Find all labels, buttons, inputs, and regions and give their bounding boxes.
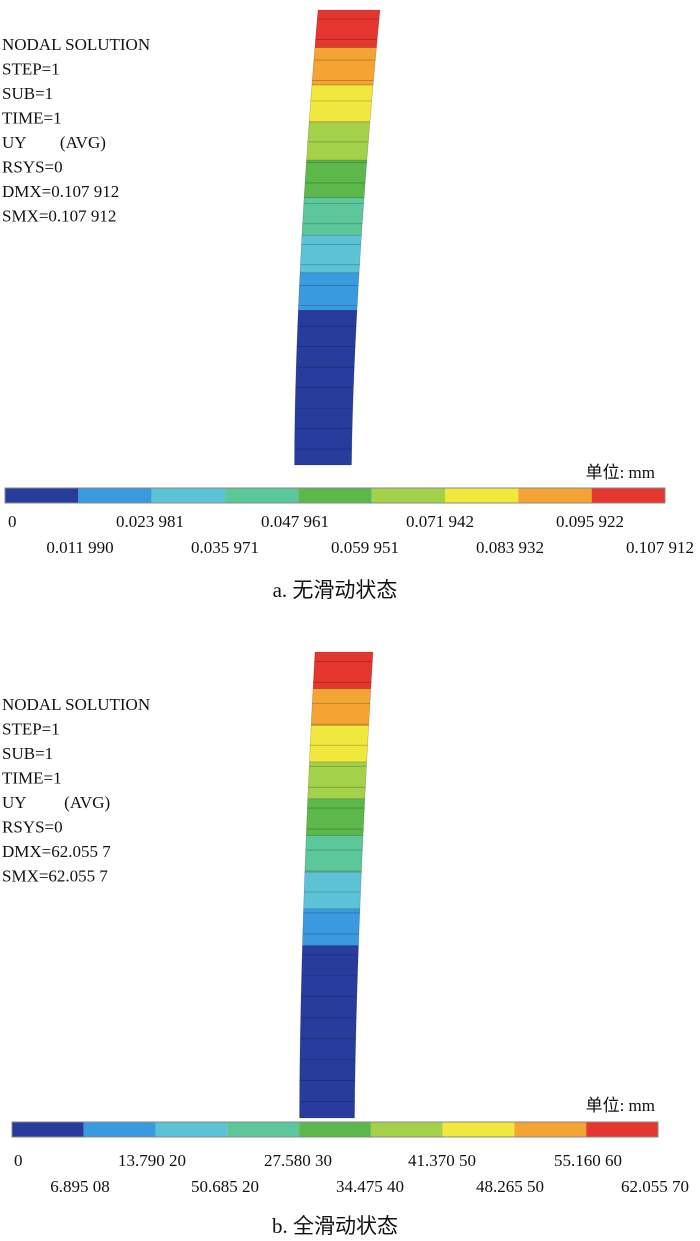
- column-band: [297, 272, 360, 311]
- column-band: [303, 159, 368, 198]
- legend-swatch: [225, 488, 299, 503]
- legend-label: 0.095 922: [556, 512, 624, 531]
- column-band: [314, 9, 381, 48]
- column-band: [303, 871, 362, 910]
- legend-swatch: [514, 1122, 587, 1137]
- column-band: [309, 725, 370, 763]
- column-band: [312, 651, 374, 689]
- legend-label: 0.083 932: [476, 538, 544, 557]
- legend-label: 0.023 981: [116, 512, 184, 531]
- legend-swatch: [442, 1122, 515, 1137]
- legend-swatch: [445, 488, 519, 503]
- legend-label: 50.685 20: [191, 1177, 259, 1196]
- legend-swatch: [586, 1122, 658, 1137]
- legend-label: 13.790 20: [118, 1151, 186, 1170]
- column-band: [310, 688, 372, 726]
- column-band: [294, 309, 358, 466]
- legend-swatch: [227, 1122, 300, 1137]
- column-band: [299, 945, 359, 1119]
- legend-swatch: [78, 488, 152, 503]
- column-band: [306, 122, 371, 161]
- legend-label: 0.035 971: [191, 538, 259, 557]
- column-band: [299, 234, 362, 274]
- info-line: SMX=0.107 912: [2, 206, 116, 225]
- legend-label: 0.071 942: [406, 512, 474, 531]
- legend-label: 6.895 08: [50, 1177, 110, 1196]
- legend-label: 27.580 30: [264, 1151, 332, 1170]
- column-band: [307, 761, 368, 800]
- legend-swatch: [371, 488, 445, 503]
- legend-swatch: [151, 488, 225, 503]
- legend-swatch: [298, 488, 372, 503]
- legend-swatch: [299, 1122, 371, 1137]
- info-line: SMX=62.055 7: [2, 866, 108, 885]
- column-band: [302, 908, 361, 946]
- column-band: [305, 798, 366, 836]
- legend-label: 0.047 961: [261, 512, 329, 531]
- info-line: UY (AVG): [2, 793, 110, 812]
- legend-swatch: [155, 1122, 228, 1137]
- caption: b. 全滑动状态: [272, 1214, 398, 1238]
- legend-swatch: [518, 488, 592, 503]
- column-band: [304, 835, 364, 873]
- legend-label: 62.055 70: [621, 1177, 689, 1196]
- legend-label: 34.475 40: [336, 1177, 404, 1196]
- info-line: TIME=1: [2, 768, 62, 787]
- legend-swatch: [12, 1122, 84, 1137]
- column-band: [311, 47, 377, 86]
- info-line: STEP=1: [2, 59, 60, 78]
- info-line: RSYS=0: [2, 817, 63, 836]
- unit-label: 单位: mm: [586, 1096, 655, 1115]
- legend-label: 0: [14, 1151, 23, 1170]
- legend-label: 41.370 50: [408, 1151, 476, 1170]
- info-line: NODAL SOLUTION: [2, 695, 150, 714]
- legend-frame: [4, 487, 666, 504]
- info-line: TIME=1: [2, 108, 62, 127]
- info-line: SUB=1: [2, 84, 53, 103]
- column-band: [308, 84, 374, 123]
- info-line: NODAL SOLUTION: [2, 35, 150, 54]
- legend-swatch: [5, 488, 79, 503]
- info-line: DMX=62.055 7: [2, 842, 111, 861]
- info-line: SUB=1: [2, 744, 53, 763]
- legend-label: 48.265 50: [476, 1177, 544, 1196]
- info-line: DMX=0.107 912: [2, 182, 119, 201]
- unit-label: 单位: mm: [586, 463, 655, 482]
- legend-label: 0.059 951: [331, 538, 399, 557]
- legend-label: 0.011 990: [46, 538, 113, 557]
- legend-label: 0: [8, 512, 17, 531]
- legend-swatch: [591, 488, 665, 503]
- legend-label: 55.160 60: [554, 1151, 622, 1170]
- caption: a. 无滑动状态: [273, 578, 398, 602]
- info-line: UY (AVG): [2, 133, 106, 152]
- legend-frame: [11, 1121, 659, 1138]
- legend-swatch: [83, 1122, 156, 1137]
- info-line: RSYS=0: [2, 157, 63, 176]
- legend-swatch: [370, 1122, 443, 1137]
- legend-label: 0.107 912: [626, 538, 694, 557]
- info-line: STEP=1: [2, 719, 60, 738]
